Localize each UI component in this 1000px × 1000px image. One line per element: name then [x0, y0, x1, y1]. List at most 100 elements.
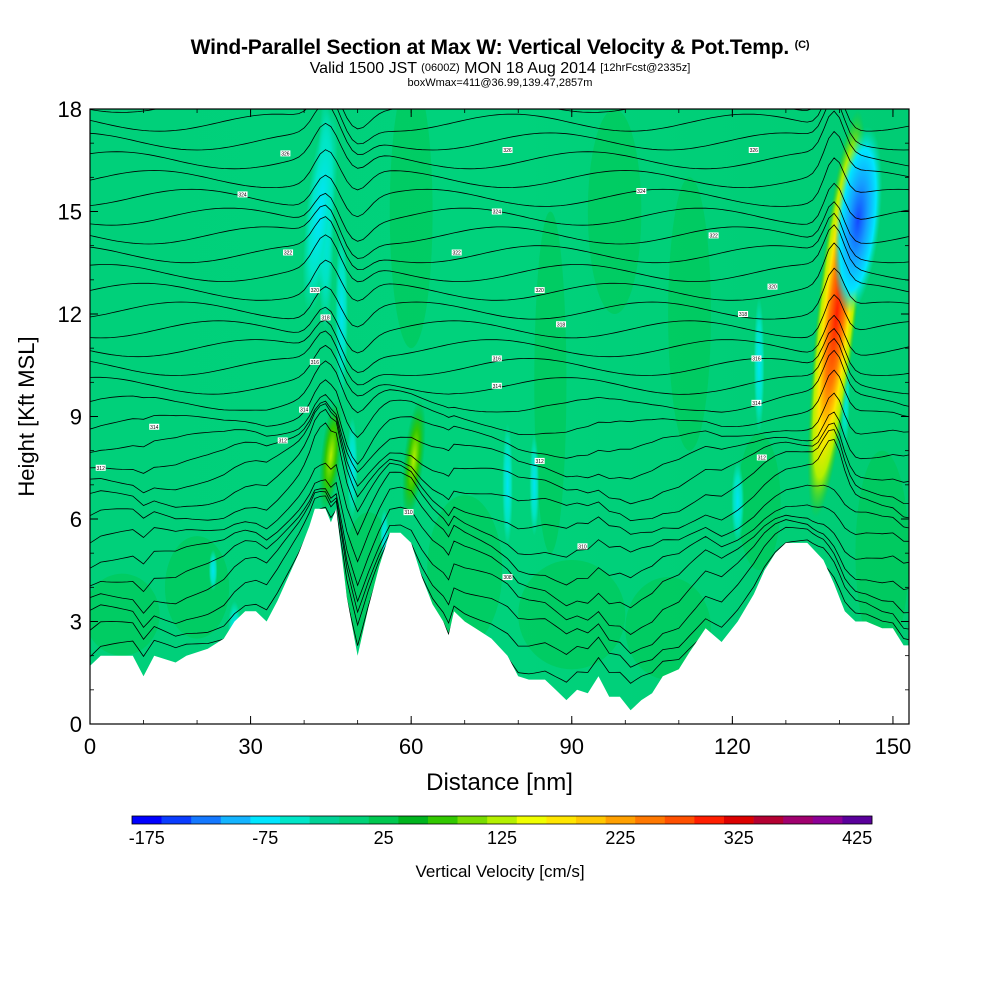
colorbar-swatch [753, 816, 784, 824]
theta-label-text: 312 [97, 466, 106, 472]
colorbar-swatch [576, 816, 606, 824]
weak-downdraft-region [346, 416, 358, 519]
theta-contour-label: 322 [283, 249, 294, 257]
theta-contour-label: 324 [237, 191, 248, 198]
theta-label-text: 312 [758, 456, 767, 462]
subtitle-valid: Valid 1500 JST [309, 60, 417, 77]
theta-contour [90, 422, 909, 535]
theta-contour-label: 322 [708, 232, 719, 239]
theta-label-text: 318 [321, 315, 330, 321]
theta-contour [90, 224, 909, 283]
colorbar-swatch [161, 816, 192, 824]
weak-updraft-region [534, 211, 567, 554]
x-axis-label: Distance [nm] [426, 769, 573, 796]
y-tick-label: 0 [70, 712, 82, 737]
theta-contour [90, 242, 909, 302]
weak-downdraft-region [529, 433, 540, 537]
theta-contour-label: 320 [767, 283, 778, 291]
theta-contour [90, 495, 909, 654]
theta-contour-label: 316 [491, 355, 502, 362]
theta-contour [90, 462, 909, 558]
theta-label-text: 316 [752, 356, 761, 362]
theta-label-box [502, 574, 513, 581]
colorbar-frame [131, 815, 873, 825]
axes: 0 3 6 9 12 15 18 0 30 60 90 120 150 Distance [nm] Heig… [14, 97, 911, 796]
theta-label-text: 310 [404, 510, 413, 516]
colorbar-swatch [309, 816, 340, 824]
updraft-cell [402, 399, 426, 519]
theta-label-box [577, 543, 588, 550]
colorbar-swatch [635, 816, 666, 824]
theta-label-text: 324 [238, 192, 247, 198]
theta-label-text: 326 [281, 151, 290, 157]
colorbar-tick-label: 125 [487, 828, 517, 848]
x-tick-label: 120 [714, 734, 751, 759]
theta-label-box [283, 249, 294, 256]
theta-contour-label: 316 [309, 358, 320, 366]
colorbar-swatch [605, 816, 636, 824]
theta-label-text: 312 [535, 459, 544, 465]
colorbar-swatch [457, 816, 488, 824]
theta-contour-label: 314 [299, 406, 310, 414]
theta-contour-label: 308 [502, 574, 513, 581]
x-tick-label: 150 [875, 734, 912, 759]
theta-label-box [751, 355, 762, 362]
y-tick-label: 12 [58, 302, 82, 327]
theta-label-box [534, 457, 545, 464]
theta-contour-label: 310 [403, 509, 414, 516]
theta-contour [90, 479, 909, 586]
theta-contour-label: 326 [748, 147, 759, 154]
theta-label-box [403, 509, 414, 516]
theta-label-box [491, 208, 502, 215]
theta-contour-label: 324 [636, 188, 647, 195]
theta-contour [90, 369, 909, 438]
theta-contour [90, 130, 909, 191]
colorbar-swatch [812, 816, 843, 824]
colorbar-swatch [428, 816, 458, 824]
colorbar-swatch [368, 816, 399, 824]
colorbar-swatch [132, 816, 162, 824]
theta-label-box [502, 147, 513, 153]
weak-updraft-region [518, 560, 626, 670]
colorbar-tick-label: 325 [724, 828, 754, 848]
colorbar-swatch [339, 816, 370, 824]
theta-label-text: 314 [300, 408, 309, 414]
theta-contour-label: 312 [277, 437, 288, 444]
subtitle-forecast: [12hrFcst@2335z] [600, 62, 691, 74]
theta-label-text: 322 [709, 233, 718, 239]
colorbar-label: Vertical Velocity [cm/s] [415, 862, 585, 881]
theta-contour [90, 294, 909, 354]
theta-contour [90, 314, 909, 373]
theta-contour [90, 157, 909, 218]
theta-label-text: 320 [535, 288, 544, 294]
subtitle-zulu: (0600Z) [421, 62, 460, 74]
theta-contour-label: 326 [502, 147, 513, 154]
theta-label-box [280, 150, 291, 157]
weak-updraft-region [90, 573, 160, 656]
theta-label-text: 314 [493, 384, 502, 390]
theta-label-box [556, 321, 567, 328]
theta-contour [90, 403, 909, 505]
theta-contour-label: 314 [149, 423, 160, 431]
theta-contour [90, 109, 909, 155]
terrain-mask [90, 508, 909, 724]
colorbar-swatch [220, 816, 251, 824]
theta-contour [90, 201, 909, 259]
theta-label-box [756, 454, 767, 461]
theta-label-text: 324 [493, 210, 502, 216]
colorbar-swatch [398, 816, 429, 824]
theta-contour [90, 267, 909, 328]
theta-label-text: 316 [311, 360, 320, 366]
x-tick-label: 90 [560, 734, 584, 759]
chart-title-text: Wind-Parallel Section at Max W: Vertical… [190, 36, 790, 59]
theta-label-box [491, 382, 502, 389]
theta-label-text: 308 [503, 575, 512, 581]
colorbar: -175 -75 25 125 225 325 425 [129, 815, 873, 848]
colorbar-swatch [516, 816, 547, 824]
theta-label-box [320, 314, 331, 321]
theta-label-text: 310 [578, 544, 587, 550]
theta-contour [90, 109, 909, 145]
y-tick-label: 18 [58, 97, 82, 122]
theta-label-box [95, 464, 106, 471]
